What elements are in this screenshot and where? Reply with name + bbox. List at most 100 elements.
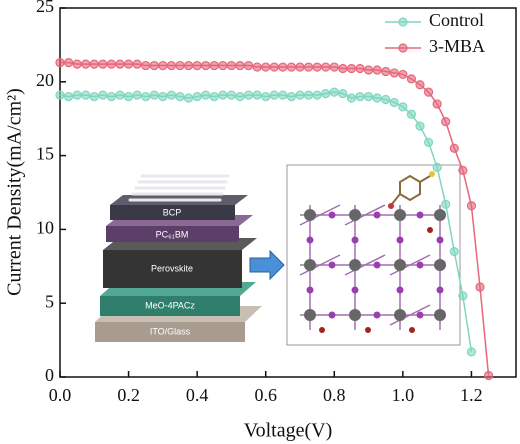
data-point xyxy=(235,91,245,102)
data-point xyxy=(123,59,134,69)
data-point xyxy=(312,90,322,100)
data-point xyxy=(458,291,468,301)
legend-marker xyxy=(398,43,408,53)
data-point xyxy=(415,121,425,131)
data-point xyxy=(303,62,314,72)
data-point xyxy=(183,60,194,71)
data-point xyxy=(449,246,459,257)
data-point xyxy=(175,91,185,102)
data-point xyxy=(475,282,485,292)
data-point xyxy=(63,91,74,102)
x-tick-label: 1.2 xyxy=(460,385,483,405)
legend-marker xyxy=(398,17,408,27)
data-point xyxy=(243,90,254,100)
data-point xyxy=(321,89,331,99)
layer-label: Perovskite xyxy=(151,263,193,273)
data-point xyxy=(106,59,117,69)
data-point xyxy=(269,90,279,100)
data-point xyxy=(381,94,391,105)
data-point xyxy=(158,60,168,71)
data-point xyxy=(218,90,228,100)
data-point xyxy=(55,90,65,100)
inset-labels: BCP PC₆₁BM Perovskite MeO-4PACz ITO/Glas… xyxy=(145,207,195,336)
x-tick-label: 0.2 xyxy=(117,385,140,405)
data-point xyxy=(415,80,425,90)
data-point xyxy=(89,59,99,69)
layer-label: ITO/Glass xyxy=(150,326,191,336)
data-point xyxy=(346,63,357,74)
data-point xyxy=(98,90,108,100)
layer-label: MeO-4PACz xyxy=(145,300,195,310)
data-point xyxy=(355,63,365,74)
data-point xyxy=(261,91,271,102)
data-point xyxy=(372,93,382,103)
y-tick-label: 15 xyxy=(36,144,54,164)
data-point xyxy=(252,62,262,72)
data-point xyxy=(149,90,159,100)
data-point xyxy=(381,66,391,77)
x-tick-label: 0.4 xyxy=(186,385,209,405)
data-point xyxy=(166,60,177,71)
data-point xyxy=(286,62,297,72)
data-point xyxy=(363,91,374,102)
data-point xyxy=(81,90,91,100)
data-point xyxy=(166,90,177,100)
device-stack xyxy=(95,174,285,342)
x-tick-label: 0.8 xyxy=(323,385,346,405)
y-tick-label: 0 xyxy=(45,365,54,385)
data-point xyxy=(389,68,399,78)
data-point xyxy=(466,347,477,357)
data-point xyxy=(226,90,237,100)
data-point xyxy=(89,91,99,102)
data-point xyxy=(406,109,417,119)
data-point xyxy=(278,62,288,72)
data-point xyxy=(115,59,125,69)
data-point xyxy=(192,91,202,102)
data-point xyxy=(398,102,408,112)
data-point xyxy=(441,117,451,127)
data-point xyxy=(406,74,417,84)
data-point xyxy=(441,199,451,209)
data-point xyxy=(346,93,357,103)
crystal-structure xyxy=(286,164,461,346)
data-point xyxy=(201,60,211,71)
data-point xyxy=(55,58,65,68)
data-point xyxy=(423,137,434,147)
data-point xyxy=(458,165,468,175)
data-point xyxy=(295,62,305,72)
data-point xyxy=(218,60,228,71)
data-point xyxy=(192,60,202,71)
data-point xyxy=(141,91,151,102)
plot-frame xyxy=(59,7,517,378)
data-point xyxy=(72,59,82,69)
data-point xyxy=(209,91,219,102)
x-tick-label: 1.0 xyxy=(392,385,415,405)
data-point xyxy=(466,201,477,211)
data-point xyxy=(141,60,151,71)
data-point xyxy=(372,65,382,75)
data-point xyxy=(81,59,91,69)
layer-label: BCP xyxy=(163,207,182,217)
data-point xyxy=(303,90,314,100)
data-point xyxy=(132,59,142,69)
y-tick-label: 5 xyxy=(45,291,54,311)
data-point xyxy=(355,91,365,102)
data-point xyxy=(106,91,117,102)
layer-label: PC₆₁BM xyxy=(156,229,189,239)
x-axis-label: Voltage(V) xyxy=(244,420,333,442)
data-point xyxy=(423,87,434,97)
data-point xyxy=(329,62,339,72)
y-tick-label: 10 xyxy=(36,218,54,238)
data-point xyxy=(72,90,82,100)
data-point xyxy=(158,91,168,102)
data-point xyxy=(278,90,288,100)
data-point xyxy=(175,60,185,71)
x-tick-label: 0.0 xyxy=(49,385,72,405)
data-point xyxy=(286,91,297,102)
y-axis-label: Current Density(mA/cm²) xyxy=(4,88,26,296)
data-point xyxy=(269,62,279,72)
data-point xyxy=(261,62,271,72)
data-point xyxy=(483,370,494,381)
data-point xyxy=(252,90,262,100)
data-point xyxy=(295,90,305,100)
